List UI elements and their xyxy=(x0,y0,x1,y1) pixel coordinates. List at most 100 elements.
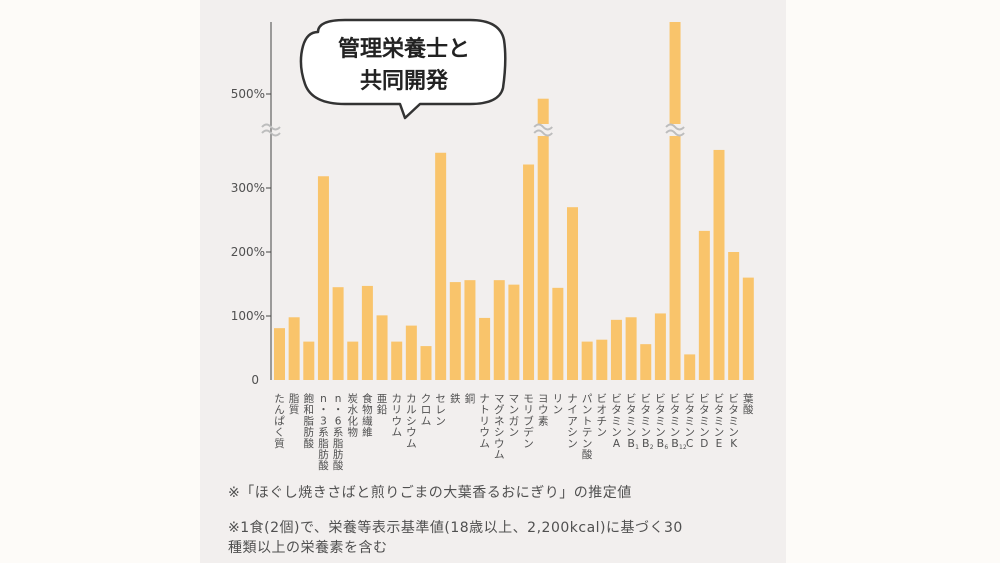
bar xyxy=(361,285,373,380)
x-label-char: ぱ xyxy=(274,415,285,427)
x-label-char: ア xyxy=(567,415,578,427)
bar xyxy=(640,344,652,380)
y-tick-label: 500% xyxy=(231,87,265,101)
x-label-char: タ xyxy=(626,404,637,416)
x-label-char: タ xyxy=(641,404,652,416)
x-label-char: ・ xyxy=(333,404,344,416)
bar xyxy=(625,317,637,380)
x-label-char: モ xyxy=(523,393,534,405)
bar xyxy=(523,164,535,380)
bar xyxy=(537,98,549,380)
bar xyxy=(303,341,315,380)
bar xyxy=(610,319,622,380)
bar xyxy=(464,280,476,380)
x-label-char: ン xyxy=(435,415,446,427)
x-label-char: ル xyxy=(406,404,417,416)
bar xyxy=(479,317,491,380)
x-label-char: ナ xyxy=(567,393,578,405)
x-label-char: 銅 xyxy=(465,392,476,405)
x-label-char: シ xyxy=(494,427,505,439)
x-label-char: ム xyxy=(479,438,490,450)
x-label-char: ブ xyxy=(523,414,534,427)
bar xyxy=(493,280,505,380)
bar xyxy=(449,282,461,380)
x-label-char: テ xyxy=(582,427,593,439)
footnote-nutrients-line1: ※1食(2個)で、栄養等表示基準値(18歳以上、2,200kcal)に基づく30 xyxy=(228,520,683,536)
x-label-sub: 2 xyxy=(650,444,654,451)
x-label-char: ウ xyxy=(494,438,505,450)
x-label-char: タ xyxy=(684,404,695,416)
x-label-char: ウ xyxy=(479,427,490,439)
x-label-char: ビ xyxy=(684,393,695,405)
x-label-char: チ xyxy=(597,415,608,427)
x-label-char: デ xyxy=(523,426,534,439)
x-label-char: タ xyxy=(655,404,666,416)
footnote-estimate: ※「ほぐし焼きさばと煎りごまの大葉香るおにぎり」の推定値 xyxy=(228,485,632,501)
y-tick-label: 0 xyxy=(251,373,259,387)
x-label-char: た xyxy=(274,393,285,405)
x-label-char: シ xyxy=(567,427,578,439)
x-label-char: ン xyxy=(509,427,520,439)
x-label-char: セ xyxy=(435,393,446,405)
bar xyxy=(376,315,388,380)
x-label-char: ネ xyxy=(494,415,505,427)
x-label-char: レ xyxy=(435,404,446,416)
x-label-char: イ xyxy=(567,404,578,416)
bar xyxy=(596,339,608,380)
x-label-char: く xyxy=(274,427,285,439)
bar xyxy=(508,284,520,380)
x-label-char: n xyxy=(320,393,327,405)
x-label-char: K xyxy=(730,438,738,450)
x-label-char: ビ xyxy=(714,393,725,405)
x-label-char: ミ xyxy=(714,415,725,427)
x-label-char: ミ xyxy=(641,415,652,427)
x-label-char: ン xyxy=(582,438,593,450)
x-label-char: ナ xyxy=(479,393,490,405)
x-label-char: ・ xyxy=(318,404,329,416)
x-label-char: 酸 xyxy=(304,437,315,450)
axis-break-icon xyxy=(261,129,281,137)
x-label-char: ン xyxy=(523,438,534,450)
x-label-char: 維 xyxy=(362,426,373,439)
bar xyxy=(552,287,564,380)
x-label-char: 繊 xyxy=(362,414,373,427)
x-label-char: 系 xyxy=(333,427,344,439)
x-label-char: 炭 xyxy=(348,393,359,405)
bar-break-icon xyxy=(665,129,685,137)
x-label-char: ミ xyxy=(611,415,622,427)
x-label-char: ビ xyxy=(641,393,652,405)
bubble-line1: 管理栄養士と xyxy=(338,36,470,62)
bar-break-icon xyxy=(665,123,685,131)
x-label-char: ミ xyxy=(684,415,695,427)
x-label-char: ビ xyxy=(699,393,710,405)
x-label-char: ウ xyxy=(391,415,402,427)
x-label-char: 化 xyxy=(348,414,359,427)
x-label-char: 酸 xyxy=(582,448,593,461)
x-label-char: ン xyxy=(597,427,608,439)
x-label-char: ビ xyxy=(611,393,622,405)
bar xyxy=(332,287,344,380)
bar xyxy=(274,328,285,380)
x-label-char: 質 xyxy=(289,403,300,416)
x-label-char: タ xyxy=(714,404,725,416)
x-label-sub: 6 xyxy=(664,444,668,451)
x-label-char: 物 xyxy=(362,403,373,416)
bar xyxy=(581,341,593,380)
x-label-char: ミ xyxy=(728,415,739,427)
bar xyxy=(669,22,681,380)
x-label-char: タ xyxy=(670,404,681,416)
x-label-char: グ xyxy=(494,403,505,416)
x-label-char: ミ xyxy=(670,415,681,427)
x-label-char: ビ xyxy=(597,393,608,405)
x-label-char: 物 xyxy=(348,426,359,439)
x-label-char: 肪 xyxy=(304,426,315,439)
speech-bubble xyxy=(299,18,507,120)
x-label-char: 食 xyxy=(362,392,373,405)
x-label-char: ミ xyxy=(699,415,710,427)
x-label-char: ウ xyxy=(538,404,549,416)
x-label-char: ビ xyxy=(655,393,666,405)
x-label-char: n xyxy=(335,393,342,405)
x-label-char: カ xyxy=(406,393,417,405)
x-label-char: ク xyxy=(421,393,432,405)
